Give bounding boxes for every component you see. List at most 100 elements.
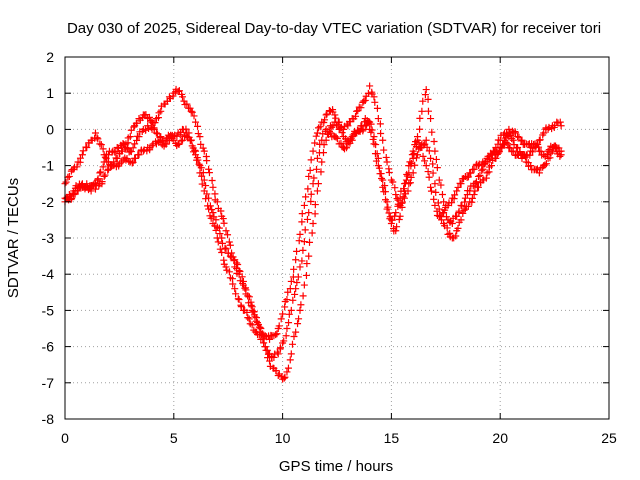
data-point bbox=[311, 139, 319, 147]
data-point bbox=[78, 151, 86, 159]
data-point bbox=[556, 118, 564, 126]
data-point bbox=[452, 232, 460, 240]
data-point bbox=[303, 260, 311, 268]
data-point bbox=[544, 147, 552, 155]
data-point bbox=[421, 157, 429, 165]
data-point bbox=[313, 165, 321, 173]
data-point bbox=[479, 165, 487, 173]
data-point bbox=[422, 136, 430, 144]
axis-ticks bbox=[64, 56, 610, 420]
data-point bbox=[354, 107, 362, 115]
data-point bbox=[472, 178, 480, 186]
data-point bbox=[99, 145, 107, 153]
data-point bbox=[440, 209, 448, 217]
data-point bbox=[432, 155, 440, 163]
data-point bbox=[512, 129, 520, 137]
data-point bbox=[355, 127, 363, 135]
x-tick-label: 5 bbox=[170, 430, 178, 446]
data-point bbox=[458, 202, 466, 210]
data-point bbox=[96, 140, 104, 148]
data-point bbox=[299, 292, 307, 300]
data-point bbox=[391, 184, 399, 192]
data-point bbox=[344, 122, 352, 130]
data-point bbox=[385, 168, 393, 176]
data-point bbox=[225, 268, 233, 276]
data-point bbox=[205, 169, 213, 177]
data-point bbox=[509, 147, 517, 155]
data-point bbox=[321, 116, 329, 124]
data-point bbox=[432, 188, 440, 196]
data-point bbox=[371, 150, 379, 158]
y-tick-labels: -8 -7 -6 -5 -4 -3 -2 -1 0 1 2 bbox=[42, 49, 55, 427]
data-point bbox=[322, 111, 330, 119]
data-point bbox=[428, 128, 436, 136]
data-point bbox=[409, 154, 417, 162]
data-point bbox=[316, 123, 324, 131]
data-point bbox=[288, 340, 296, 348]
data-point bbox=[502, 138, 510, 146]
data-point bbox=[196, 133, 204, 141]
data-point bbox=[217, 207, 225, 215]
data-point bbox=[157, 133, 165, 141]
data-point bbox=[212, 216, 220, 224]
y-axis-title: SDTVAR / TECUs bbox=[5, 178, 22, 298]
data-point bbox=[332, 114, 340, 122]
data-point bbox=[329, 122, 337, 130]
data-point bbox=[232, 290, 240, 298]
data-point bbox=[352, 112, 360, 120]
data-point bbox=[379, 183, 387, 191]
data-point bbox=[310, 174, 318, 182]
data-point bbox=[408, 151, 416, 159]
data-point bbox=[318, 136, 326, 144]
data-point bbox=[213, 234, 221, 242]
data-point bbox=[235, 296, 243, 304]
data-point bbox=[135, 133, 143, 141]
data-point bbox=[151, 119, 159, 127]
data-point bbox=[200, 147, 208, 155]
data-point bbox=[187, 107, 195, 115]
data-point bbox=[266, 357, 274, 365]
data-point bbox=[186, 104, 194, 112]
data-point bbox=[357, 104, 365, 112]
data-point bbox=[192, 118, 200, 126]
data-point bbox=[221, 244, 229, 252]
data-point bbox=[385, 209, 393, 217]
data-point bbox=[374, 115, 382, 123]
data-point bbox=[419, 97, 427, 105]
x-tick-label: 15 bbox=[384, 430, 400, 446]
data-point bbox=[427, 115, 435, 123]
data-point bbox=[508, 135, 516, 143]
data-point bbox=[314, 124, 322, 132]
data-point bbox=[91, 129, 99, 137]
data-point bbox=[238, 273, 246, 281]
data-point bbox=[377, 129, 385, 137]
data-point bbox=[203, 157, 211, 165]
data-point bbox=[311, 210, 319, 218]
data-point bbox=[382, 153, 390, 161]
data-point bbox=[557, 151, 565, 159]
data-point bbox=[287, 306, 295, 314]
data-point bbox=[142, 111, 150, 119]
data-point bbox=[257, 325, 265, 332]
data-point bbox=[492, 154, 500, 162]
data-point bbox=[340, 125, 348, 133]
data-point bbox=[155, 109, 163, 117]
data-point bbox=[283, 325, 291, 332]
y-tick-label: -6 bbox=[42, 339, 55, 355]
data-point bbox=[504, 140, 512, 148]
data-point bbox=[283, 296, 291, 304]
data-point bbox=[199, 144, 207, 152]
data-point bbox=[478, 161, 486, 169]
data-point bbox=[382, 196, 390, 204]
data-point bbox=[65, 172, 73, 180]
data-point bbox=[372, 157, 380, 165]
data-point bbox=[194, 122, 202, 130]
data-point bbox=[440, 198, 448, 206]
data-point bbox=[173, 132, 181, 140]
data-point bbox=[104, 166, 112, 174]
data-point bbox=[87, 187, 95, 195]
data-point bbox=[195, 160, 203, 168]
data-point bbox=[467, 169, 475, 177]
data-point bbox=[506, 144, 514, 152]
